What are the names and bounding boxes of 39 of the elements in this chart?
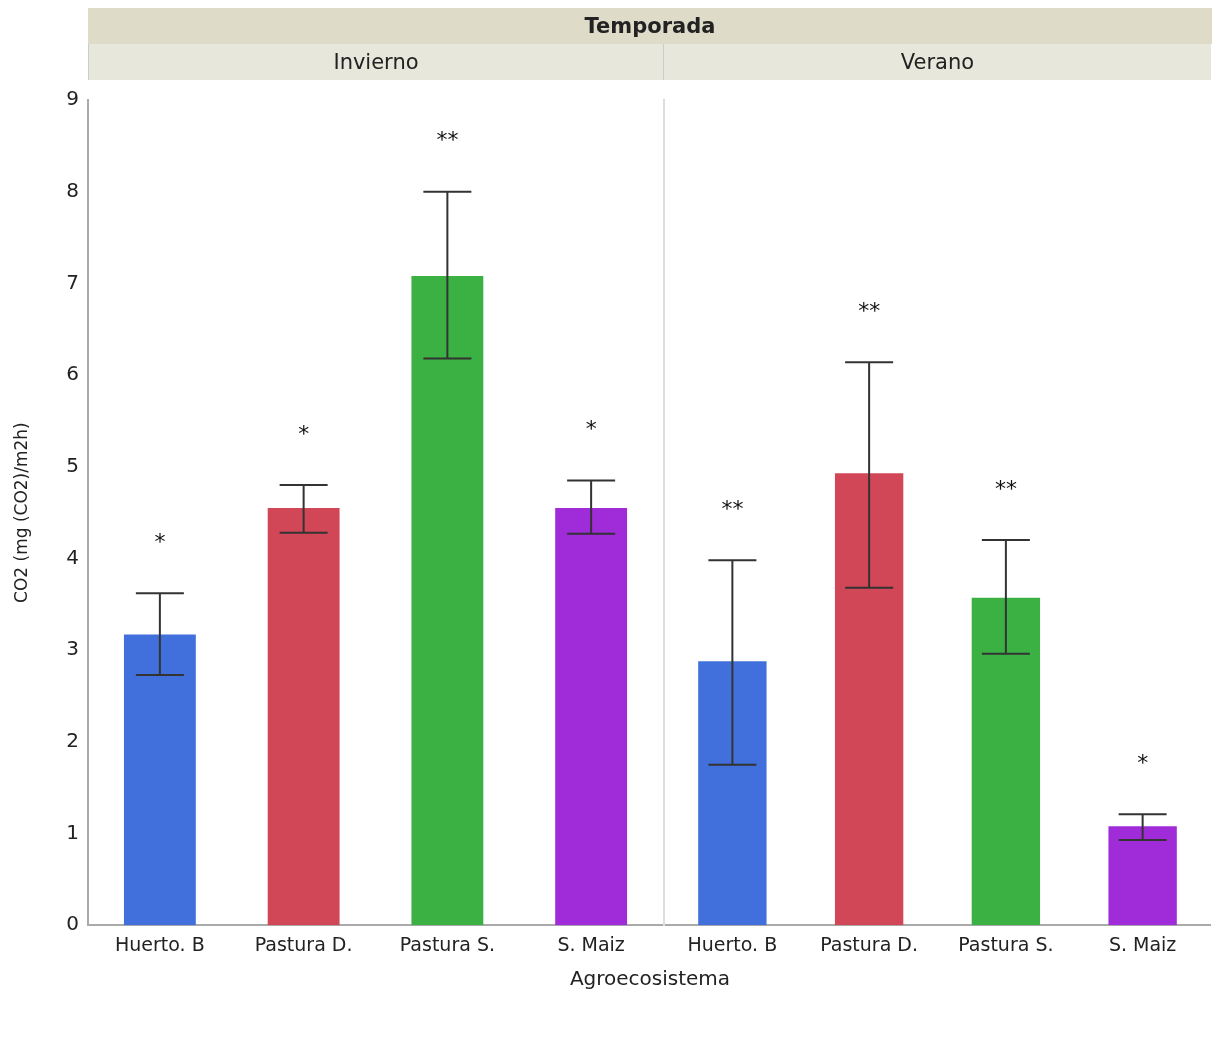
x-tick-label: S. Maiz bbox=[557, 932, 625, 955]
y-tick-label: 7 bbox=[66, 269, 79, 294]
annotation: ** bbox=[858, 297, 881, 323]
x-tick-label: Pastura D. bbox=[254, 932, 353, 955]
bar bbox=[555, 508, 628, 926]
chart-title: Invierno bbox=[333, 50, 419, 74]
annotation: * bbox=[1137, 749, 1149, 775]
bar bbox=[834, 473, 904, 926]
y-tick-label: 2 bbox=[66, 728, 79, 753]
y-tick-label: 3 bbox=[66, 636, 79, 661]
y-tick-label: 8 bbox=[66, 177, 79, 202]
bar bbox=[1108, 826, 1177, 926]
x-tick-label: Pastura S. bbox=[399, 932, 495, 955]
y-tick-label: 4 bbox=[66, 544, 79, 569]
chart-title: Verano bbox=[900, 50, 975, 74]
x-tick-label: Huerto. B bbox=[115, 932, 205, 955]
bar bbox=[698, 661, 767, 926]
annotation: * bbox=[298, 420, 310, 446]
x-tick-label: Pastura S. bbox=[958, 932, 1054, 955]
annotation: ** bbox=[721, 496, 744, 521]
annotation: * bbox=[585, 416, 597, 442]
y-tick-label: 0 bbox=[66, 911, 79, 936]
x-tick-label: Huerto. B bbox=[687, 932, 778, 955]
annotation: ** bbox=[994, 475, 1017, 501]
bar bbox=[971, 597, 1041, 926]
x-tick-label: S. Maiz bbox=[1108, 932, 1177, 955]
y-tick-label: 1 bbox=[66, 819, 79, 844]
y-tick-label: 5 bbox=[66, 452, 79, 477]
x-axis-title: Agroecosistema bbox=[569, 966, 731, 990]
y-axis-title: CO2 (mg (CO2)/m2h) bbox=[10, 422, 31, 603]
x-tick-label: Pastura D. bbox=[820, 932, 919, 955]
y-tick-label: 6 bbox=[66, 361, 79, 386]
annotation: * bbox=[154, 529, 166, 555]
bar bbox=[411, 276, 484, 926]
y-tick-label: 9 bbox=[66, 86, 79, 111]
bar bbox=[123, 634, 196, 926]
annotation: ** bbox=[436, 127, 459, 153]
bar bbox=[267, 508, 340, 926]
chart-subtitle: Temporada bbox=[584, 14, 716, 38]
